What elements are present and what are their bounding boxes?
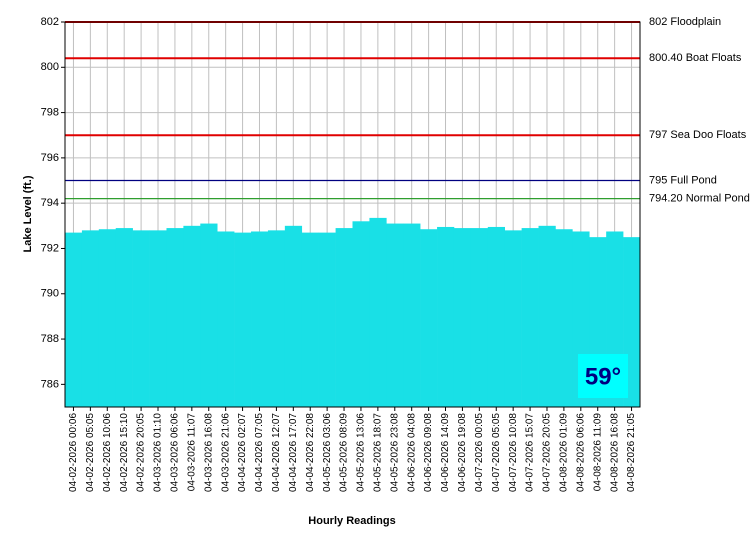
y-tick-label: 798: [41, 106, 59, 118]
x-tick-label: 04-02-2026 10:06: [102, 413, 113, 492]
bar: [132, 230, 150, 407]
x-tick-label: 04-02-2026 20:05: [136, 413, 147, 492]
y-tick-label: 794: [41, 197, 59, 209]
bar: [65, 232, 83, 407]
x-tick-label: 04-06-2026 14:09: [440, 413, 451, 492]
x-tick-label: 04-08-2026 21:05: [626, 413, 637, 492]
y-axis-title: Lake Level (ft.): [22, 175, 34, 252]
reference-label: 797 Sea Doo Floats: [649, 129, 747, 141]
x-tick-label: 04-04-2026 07:05: [254, 413, 265, 492]
bar: [521, 228, 539, 407]
bar: [352, 221, 370, 407]
x-tick-label: 04-08-2026 16:08: [609, 413, 620, 492]
x-tick-label: 04-05-2026 23:08: [389, 413, 400, 492]
x-tick-label: 04-07-2026 00:05: [474, 413, 485, 492]
bar: [318, 232, 336, 407]
x-tick-label: 04-05-2026 18:07: [373, 413, 384, 492]
plot-border: [64, 21, 641, 408]
y-tick-label: 800: [41, 61, 59, 73]
x-tick-label: 04-03-2026 21:06: [220, 413, 231, 492]
bar: [301, 232, 319, 407]
y-tick-label: 786: [41, 378, 59, 390]
reference-label: 802 Floodplain: [649, 16, 721, 28]
x-tick-label: 04-07-2026 15:07: [525, 413, 536, 492]
bar: [267, 230, 286, 407]
bar: [504, 230, 522, 407]
y-tick-label: 788: [41, 333, 59, 345]
bar: [98, 229, 117, 407]
x-tick-label: 04-06-2026 19:08: [457, 413, 468, 492]
bar: [386, 223, 404, 407]
x-tick-label: 04-02-2026 05:05: [85, 413, 96, 492]
bar: [166, 228, 184, 407]
bar: [115, 228, 133, 407]
x-tick-label: 04-05-2026 13:06: [356, 413, 367, 492]
bar: [183, 225, 201, 407]
x-tick-label: 04-03-2026 01:10: [153, 413, 164, 492]
bar: [234, 232, 252, 407]
y-tick-label: 792: [41, 242, 59, 254]
bar: [538, 225, 556, 407]
y-tick-label: 802: [41, 16, 59, 28]
reference-label: 800.40 Boat Floats: [649, 52, 742, 64]
x-tick-label: 04-05-2026 08:09: [339, 413, 350, 492]
x-tick-label: 04-07-2026 20:05: [542, 413, 553, 492]
bar: [200, 223, 218, 407]
x-tick-label: 04-08-2026 06:06: [575, 413, 586, 492]
y-tick-label: 796: [41, 152, 59, 164]
bar: [403, 223, 421, 407]
bar: [437, 226, 455, 407]
x-tick-label: 04-03-2026 16:08: [203, 413, 214, 492]
bar: [453, 228, 472, 407]
x-tick-label: 04-06-2026 09:08: [423, 413, 434, 492]
bar: [369, 217, 387, 407]
y-tick-label: 790: [41, 288, 59, 300]
bar: [149, 230, 167, 407]
x-tick-label: 04-04-2026 17:07: [288, 413, 299, 492]
x-tick-label: 04-04-2026 02:07: [237, 413, 248, 492]
x-tick-label: 04-07-2026 05:05: [491, 413, 502, 492]
bar: [555, 229, 573, 407]
bar: [420, 229, 438, 407]
x-tick-label: 04-08-2026 11:09: [592, 413, 603, 492]
bar: [470, 228, 489, 407]
x-tick-label: 04-06-2026 04:08: [406, 413, 417, 492]
bar: [284, 225, 303, 407]
x-axis-title: Hourly Readings: [308, 515, 395, 527]
x-tick-label: 04-02-2026 15:10: [119, 413, 130, 492]
x-tick-label: 04-03-2026 06:06: [170, 413, 181, 492]
x-tick-label: 04-02-2026 00:06: [68, 413, 79, 492]
reference-label: 794.20 Normal Pond: [649, 193, 750, 205]
x-tick-label: 04-07-2026 10:08: [508, 413, 519, 492]
bar: [251, 231, 269, 407]
reference-label: 795 Full Pond: [649, 174, 717, 186]
x-tick-label: 04-04-2026 22:08: [305, 413, 316, 492]
badge-box: [578, 354, 628, 398]
bar: [487, 226, 506, 407]
badge-text: 59°: [585, 363, 621, 390]
x-tick-label: 04-08-2026 01:09: [559, 413, 570, 492]
bar: [81, 230, 100, 407]
x-tick-label: 04-03-2026 11:07: [186, 413, 197, 492]
x-tick-label: 04-04-2026 12:07: [271, 413, 282, 492]
bar: [217, 231, 235, 407]
bar: [335, 228, 353, 407]
x-tick-label: 04-05-2026 03:06: [322, 413, 333, 492]
